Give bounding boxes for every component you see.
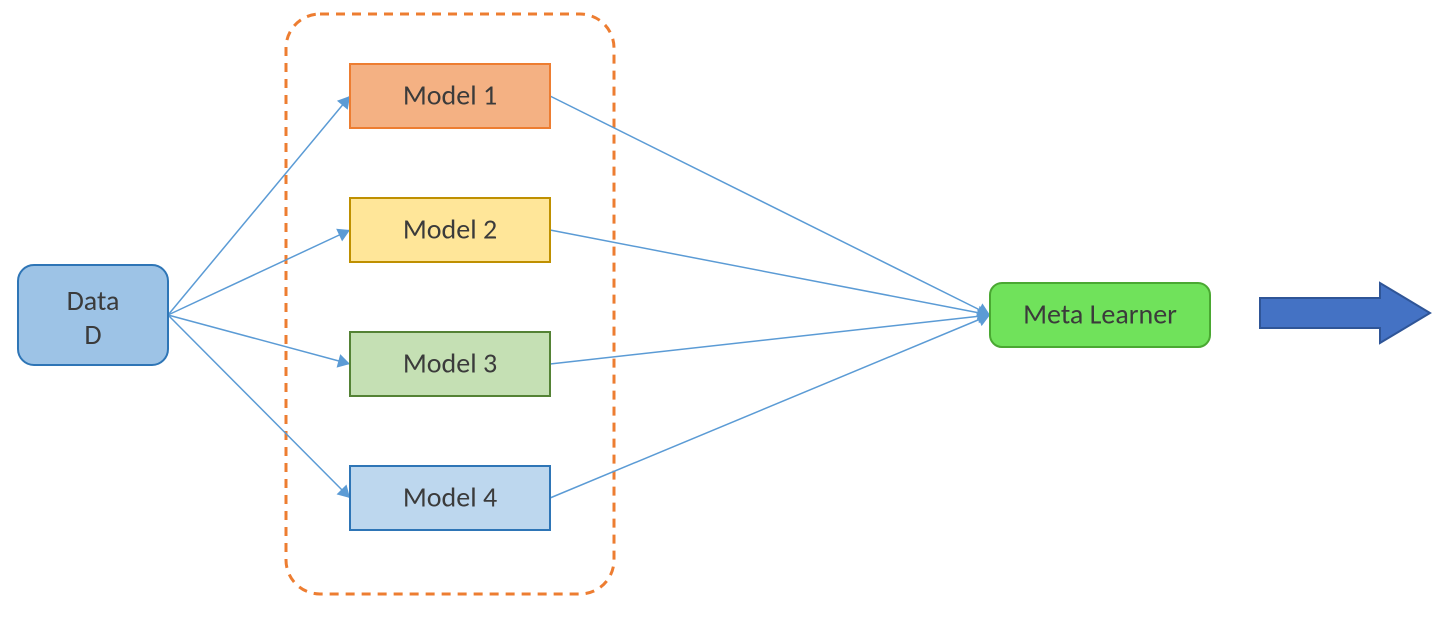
edge-model2-to-meta xyxy=(550,230,990,320)
model1-node: Model 1 xyxy=(350,64,550,128)
model1-node-label: Model 1 xyxy=(403,78,497,113)
model4-node: Model 4 xyxy=(350,466,550,530)
model3-node: Model 3 xyxy=(350,332,550,396)
edge-data-to-model4 xyxy=(168,315,350,498)
meta-learner-node-label: Meta Learner xyxy=(1023,297,1177,332)
model4-node-label: Model 4 xyxy=(403,480,497,515)
edge-data-to-model1 xyxy=(168,96,350,315)
model2-node-label: Model 2 xyxy=(403,212,497,247)
edge-model4-to-meta xyxy=(550,313,990,498)
edge-model1-to-meta xyxy=(550,96,990,316)
edge-data-to-model3 xyxy=(168,315,350,368)
meta-learner-node: Meta Learner xyxy=(990,283,1210,347)
edge-model3-to-meta xyxy=(550,309,990,364)
data-node: DataD xyxy=(18,265,168,365)
edge-data-to-model2 xyxy=(168,229,350,315)
output-arrow xyxy=(1260,283,1430,343)
model2-node: Model 2 xyxy=(350,198,550,262)
model3-node-label: Model 3 xyxy=(403,346,497,381)
